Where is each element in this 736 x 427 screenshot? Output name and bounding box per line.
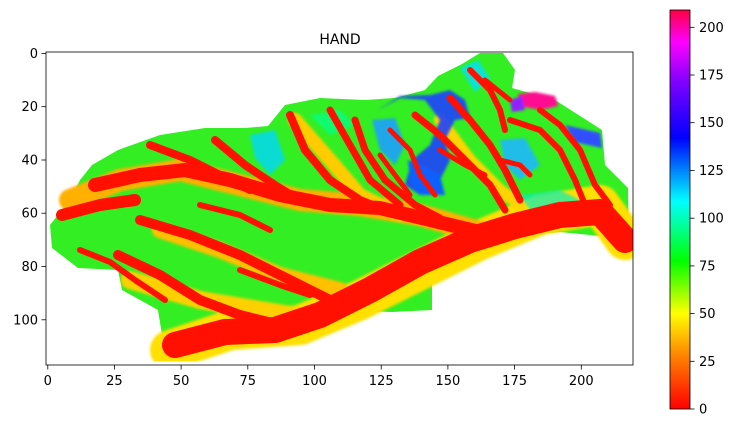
y-tick-label: 40 xyxy=(21,154,38,169)
colorbar-tick-label: 100 xyxy=(699,212,724,227)
plot-frame xyxy=(45,51,634,366)
y-tick-label: 20 xyxy=(21,100,38,115)
colorbar-tick-label: 150 xyxy=(699,116,724,131)
x-tick-label: 200 xyxy=(569,374,594,389)
x-tick-label: 25 xyxy=(106,374,123,389)
heatmap-area xyxy=(50,53,633,365)
x-tick-label: 100 xyxy=(302,374,327,389)
x-tick-label: 75 xyxy=(240,374,257,389)
colorbar-tick-label: 125 xyxy=(699,164,724,179)
x-axis: 0 25 50 75 100 125 150 175 200 xyxy=(44,365,594,389)
y-tick-label: 100 xyxy=(13,313,38,328)
colorbar-tick-label: 75 xyxy=(699,259,716,274)
colorbar-tick-label: 0 xyxy=(699,403,707,418)
colorbar: 0 25 50 75 100 125 150 175 200 xyxy=(669,9,724,418)
drainage-network xyxy=(56,67,633,358)
x-tick-label: 175 xyxy=(502,374,527,389)
colorbar-frame xyxy=(669,9,691,410)
colorbar-tick-label: 200 xyxy=(699,21,724,36)
y-axis: 0 20 40 60 80 100 xyxy=(13,47,46,328)
colorbar-ticks: 0 25 50 75 100 125 150 175 200 xyxy=(690,21,724,418)
x-tick-label: 50 xyxy=(173,374,190,389)
x-tick-label: 125 xyxy=(369,374,394,389)
y-tick-label: 60 xyxy=(21,207,38,222)
y-tick-label: 0 xyxy=(30,47,38,62)
colorbar-tick-label: 25 xyxy=(699,355,716,370)
chart-title: HAND xyxy=(319,32,360,48)
x-tick-label: 150 xyxy=(435,374,460,389)
colorbar-tick-label: 175 xyxy=(699,69,724,84)
colorbar-gradient xyxy=(670,10,690,409)
y-tick-label: 80 xyxy=(21,260,38,275)
x-tick-label: 0 xyxy=(44,374,52,389)
colorbar-tick-label: 50 xyxy=(699,307,716,322)
